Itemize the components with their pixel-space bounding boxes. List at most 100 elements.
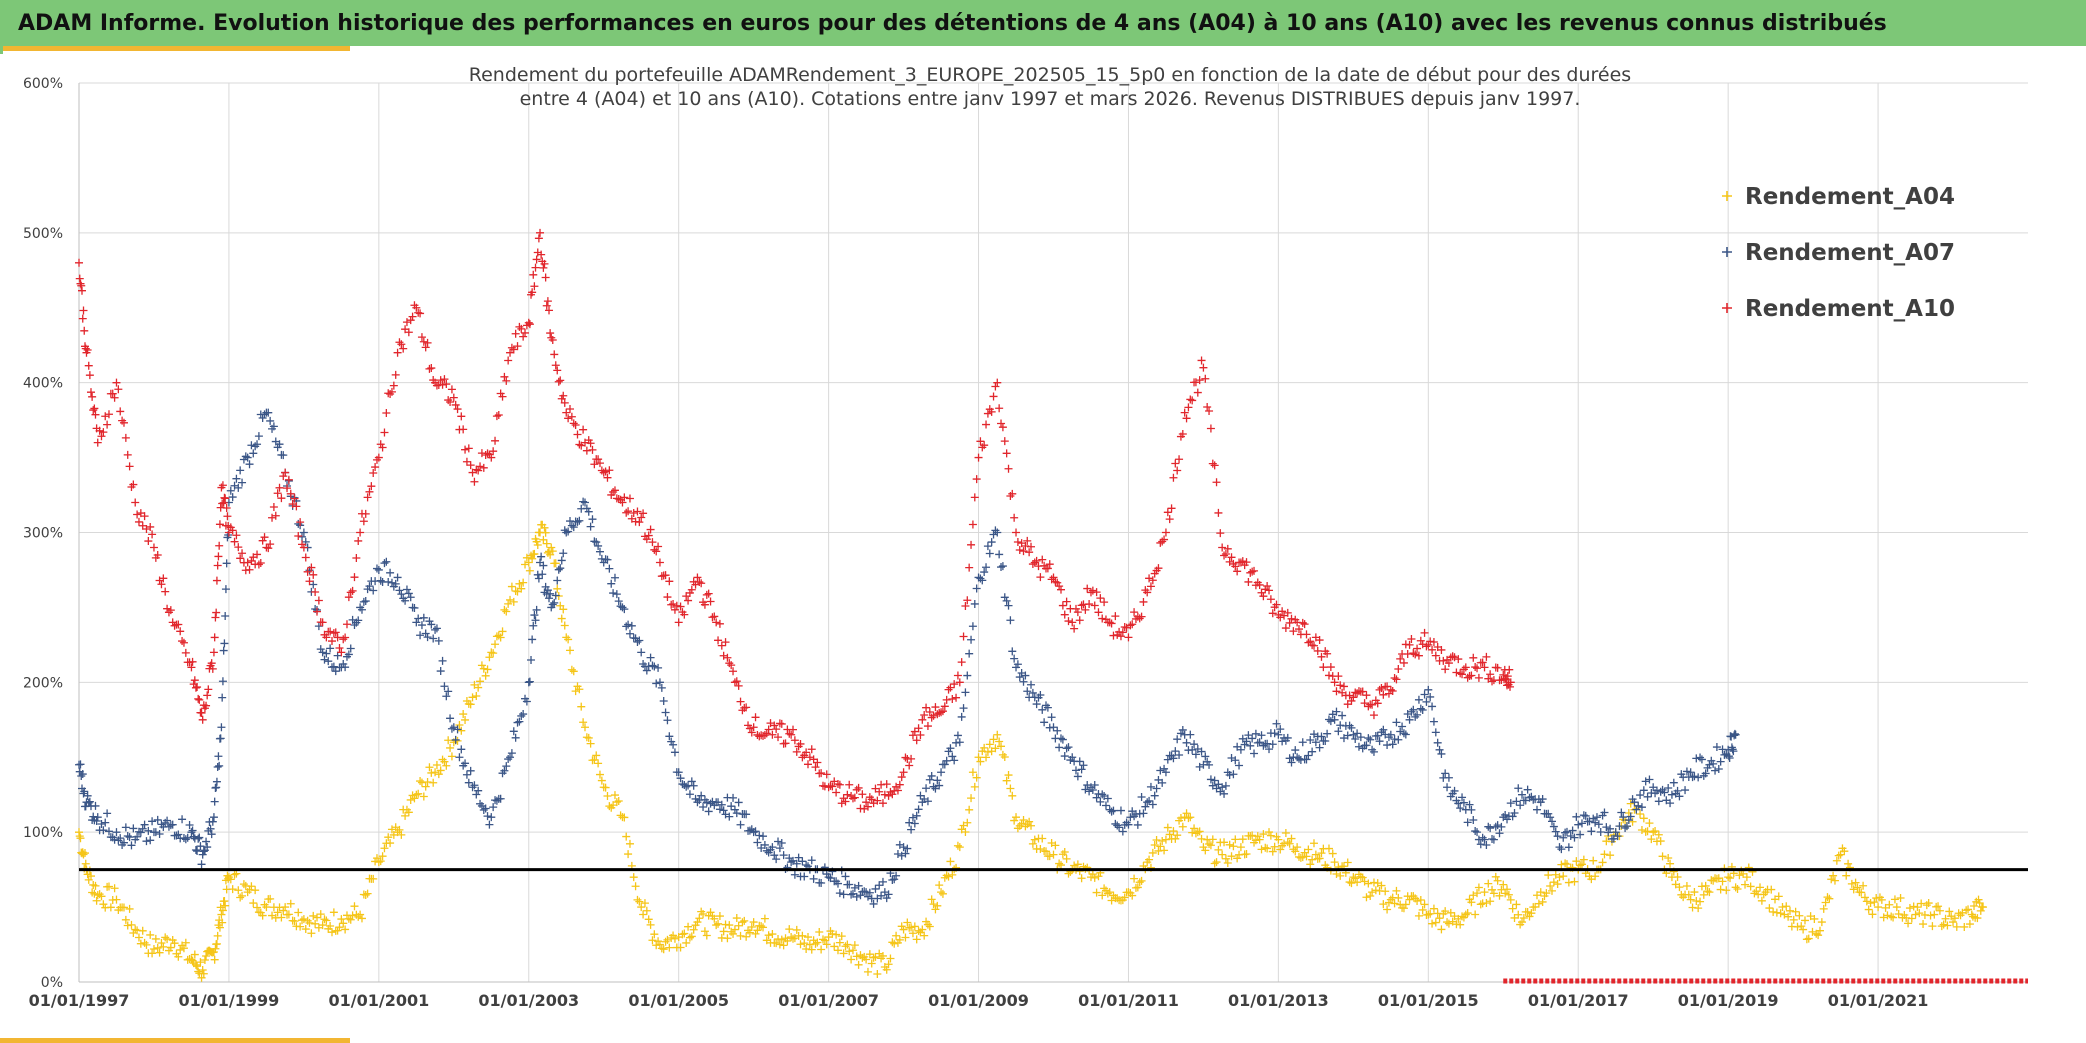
data-point xyxy=(1285,618,1294,627)
data-point xyxy=(1594,820,1603,829)
data-point xyxy=(1780,910,1789,919)
data-point xyxy=(1643,827,1652,836)
data-point xyxy=(1107,619,1116,628)
data-point xyxy=(742,703,751,712)
data-point xyxy=(1246,568,1255,577)
data-point xyxy=(273,908,282,917)
data-point xyxy=(1392,718,1401,727)
series-Rendement_A07 xyxy=(75,408,1740,908)
data-point xyxy=(220,639,229,648)
data-point xyxy=(342,620,351,629)
data-point xyxy=(787,933,796,942)
data-point xyxy=(410,603,419,612)
data-point xyxy=(841,942,850,951)
data-point xyxy=(220,493,229,502)
data-point xyxy=(1336,871,1345,880)
data-point xyxy=(134,517,143,526)
data-point xyxy=(1506,682,1515,691)
data-point xyxy=(1514,784,1523,793)
data-point xyxy=(1220,838,1229,847)
data-point xyxy=(1392,886,1401,895)
data-point xyxy=(1111,612,1120,621)
data-point xyxy=(462,457,471,466)
data-point xyxy=(1469,653,1478,662)
data-point xyxy=(1176,729,1185,738)
data-point xyxy=(1334,727,1343,736)
data-point xyxy=(80,849,89,858)
data-point xyxy=(299,915,308,924)
data-point xyxy=(500,605,509,614)
data-point xyxy=(1027,680,1036,689)
data-point xyxy=(985,549,994,558)
data-point xyxy=(114,385,123,394)
data-point xyxy=(1090,780,1099,789)
data-point xyxy=(374,858,383,867)
data-point xyxy=(670,748,679,757)
data-point xyxy=(397,340,406,349)
data-point xyxy=(1107,807,1116,816)
data-point xyxy=(1673,872,1682,881)
accent-edge xyxy=(0,46,3,54)
data-point xyxy=(1973,914,1982,923)
data-point xyxy=(1383,741,1392,750)
data-point xyxy=(970,599,979,608)
data-point xyxy=(1098,790,1107,799)
data-point xyxy=(717,800,726,809)
data-point xyxy=(131,498,140,507)
accent-bar-top xyxy=(0,46,350,51)
data-point xyxy=(1559,872,1568,881)
data-point xyxy=(1060,752,1069,761)
data-point xyxy=(639,910,648,919)
data-point xyxy=(1347,723,1356,732)
data-point xyxy=(609,487,618,496)
data-point xyxy=(1499,880,1508,889)
data-point xyxy=(1731,730,1740,739)
data-point xyxy=(168,820,177,829)
data-point xyxy=(210,955,219,964)
data-point xyxy=(1250,749,1259,758)
data-point xyxy=(693,573,702,582)
data-point xyxy=(507,582,516,591)
data-point xyxy=(387,578,396,587)
data-point xyxy=(1534,899,1543,908)
data-point xyxy=(329,908,338,917)
data-point xyxy=(727,661,736,670)
data-point xyxy=(112,895,121,904)
data-point xyxy=(1291,746,1300,755)
data-point xyxy=(1600,808,1609,817)
data-point xyxy=(75,274,84,283)
data-point xyxy=(1208,459,1217,468)
data-point xyxy=(1225,771,1234,780)
data-point xyxy=(1467,671,1476,680)
data-point xyxy=(670,605,679,614)
data-point xyxy=(580,723,589,732)
data-point xyxy=(1654,797,1663,806)
data-point xyxy=(1049,723,1058,732)
data-point xyxy=(1369,747,1378,756)
data-point xyxy=(1555,843,1564,852)
data-point xyxy=(161,587,170,596)
data-point xyxy=(1377,881,1386,890)
data-point xyxy=(470,781,479,790)
data-point xyxy=(1210,776,1219,785)
data-point xyxy=(138,926,147,935)
data-point xyxy=(533,540,542,549)
data-point xyxy=(455,753,464,762)
data-point xyxy=(847,955,856,964)
data-point xyxy=(1248,734,1257,743)
data-point xyxy=(674,618,683,627)
data-point xyxy=(1032,700,1041,709)
data-point xyxy=(322,633,331,642)
data-point xyxy=(1701,769,1710,778)
data-point xyxy=(1221,781,1230,790)
data-point xyxy=(1088,870,1097,879)
data-point xyxy=(747,922,756,931)
data-point xyxy=(837,799,846,808)
data-point xyxy=(1390,899,1399,908)
data-point xyxy=(1158,537,1167,546)
data-point xyxy=(938,707,947,716)
data-point xyxy=(1366,735,1375,744)
data-point xyxy=(193,847,202,856)
data-point xyxy=(531,616,540,625)
data-point xyxy=(515,322,524,331)
